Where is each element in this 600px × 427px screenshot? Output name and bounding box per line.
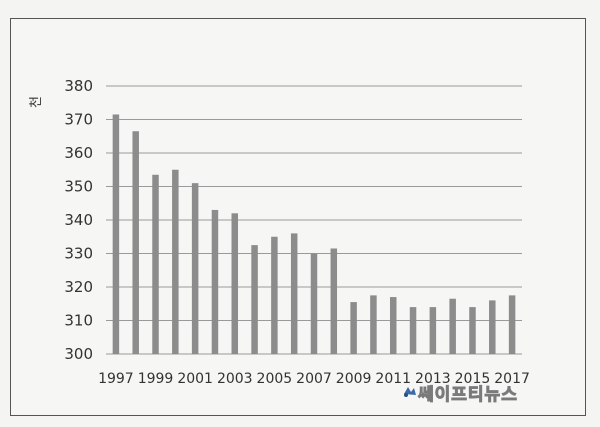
bar-2016 [489, 300, 496, 354]
x-tick-label: 2017 [494, 371, 530, 387]
bar-2003 [231, 213, 239, 354]
bar-2008 [330, 248, 338, 354]
y-tick-label: 380 [64, 77, 93, 95]
bar-2010 [370, 295, 377, 354]
y-tick-label: 300 [64, 345, 93, 363]
x-axis-ticks: 1997 1999 2001 2003 2005 2007 2009 2011 2013 2015… [98, 371, 530, 387]
bar-2017 [508, 295, 516, 354]
bar-2013 [429, 307, 437, 354]
y-tick-label: 370 [64, 111, 93, 129]
x-tick-label: 2007 [296, 371, 332, 387]
bar-2014 [449, 298, 456, 354]
bar-2005 [271, 236, 278, 354]
x-tick-label: 2003 [217, 371, 253, 387]
y-tick-label: 310 [64, 312, 93, 330]
x-tick-label: 1997 [98, 371, 134, 387]
bar-2011 [389, 297, 397, 354]
bar-1997 [112, 114, 120, 354]
bar-2015 [469, 307, 476, 354]
bars [112, 114, 516, 354]
y-axis-label: 천 [29, 96, 44, 108]
watermark-text: 쎄이프티뉴스 [418, 385, 518, 406]
bar-2004 [251, 245, 258, 354]
bar-1998 [132, 131, 139, 354]
x-tick-label: 1999 [138, 371, 174, 387]
bar-2002 [211, 209, 219, 354]
watermark-logo-icon [404, 387, 416, 397]
y-tick-label: 320 [64, 278, 93, 296]
bar-2001 [191, 183, 199, 354]
bar-1999 [152, 174, 159, 354]
bar-2012 [409, 307, 417, 354]
bar-2006 [290, 233, 298, 354]
x-tick-label: 2015 [455, 371, 491, 387]
x-tick-label: 2001 [177, 371, 213, 387]
x-tick-label: 2013 [415, 371, 451, 387]
y-tick-label: 350 [64, 178, 93, 196]
bar-2007 [310, 253, 318, 354]
y-tick-label: 330 [64, 245, 93, 263]
y-tick-label: 340 [64, 211, 93, 229]
bar-2009 [350, 302, 357, 354]
y-axis-ticks: 300 310 320 330 340 350 360 370 380 [64, 77, 93, 363]
x-tick-label: 2009 [336, 371, 372, 387]
x-tick-label: 2005 [257, 371, 293, 387]
y-tick-label: 360 [64, 144, 93, 162]
bar-2000 [172, 169, 179, 354]
x-tick-label: 2011 [375, 371, 411, 387]
